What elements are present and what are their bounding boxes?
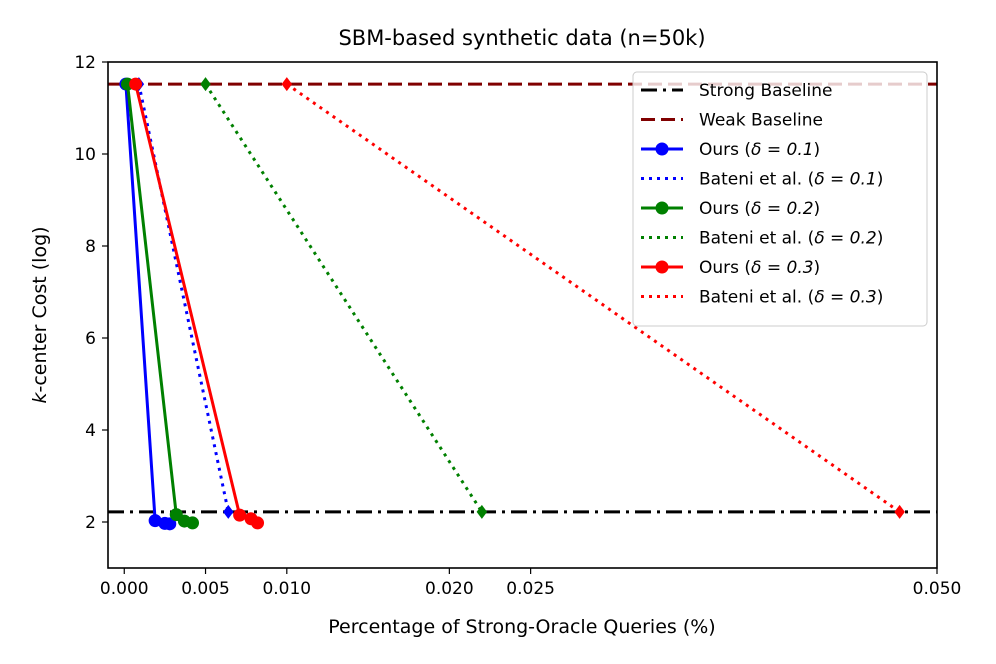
legend-label-5: Bateni et al. (δ = 0.2)	[699, 229, 883, 249]
legend-label-end-2: )	[814, 140, 821, 160]
legend-label-end-6: )	[814, 258, 821, 278]
series-5-point-1	[894, 504, 905, 519]
y-axis-label-italic: k	[29, 392, 51, 404]
x-tick-label-2: 0.010	[262, 579, 311, 599]
plot-frame	[107, 61, 938, 569]
legend-label-math-2: δ = 0.1	[751, 140, 814, 160]
legend-label-math-6: δ = 0.3	[751, 258, 814, 278]
series-2-point-3	[186, 516, 200, 530]
y-axis: 2 4 6 8 10 12	[74, 53, 108, 533]
legend-label-0: Strong Baseline	[699, 81, 833, 101]
legend-label-end-4: )	[814, 199, 821, 219]
x-tick-label-0: 0.000	[100, 579, 149, 599]
x-axis: 0.000 0.005 0.010 0.020 0.025 0.050	[100, 568, 961, 599]
series-line-3	[204, 83, 484, 513]
y-tick-label-0: 2	[85, 513, 96, 533]
legend-marker-4	[655, 201, 669, 215]
legend-label-text-4: Ours (	[699, 199, 751, 219]
legend-label-text-5: Bateni et al. (	[699, 229, 814, 249]
y-tick-label-5: 12	[74, 53, 96, 73]
chart-title: SBM-based synthetic data (n=50k)	[338, 26, 705, 50]
x-tick-label-5: 0.050	[913, 579, 962, 599]
series-4-point-3	[251, 516, 265, 530]
x-tick-label-1: 0.005	[181, 579, 230, 599]
y-tick-label-1: 4	[85, 421, 96, 441]
legend-label-math-7: δ = 0.3	[814, 288, 877, 308]
y-axis-label-rest: -center Cost (log)	[29, 226, 51, 392]
legend-label-math-5: δ = 0.2	[814, 229, 877, 249]
x-tick-label-3: 0.020	[425, 579, 474, 599]
y-tick-label-3: 8	[85, 237, 96, 257]
legend-label-1: Weak Baseline	[699, 111, 823, 131]
series-0-point-1	[148, 514, 162, 528]
legend-label-2: Ours (δ = 0.1)	[699, 140, 820, 160]
y-tick-label-4: 10	[74, 145, 96, 165]
legend-label-text-7: Bateni et al. (	[699, 288, 814, 308]
x-axis-label: Percentage of Strong-Oracle Queries (%)	[328, 616, 715, 638]
series-5-point-0	[281, 77, 293, 92]
legend-label-3: Bateni et al. (δ = 0.1)	[699, 170, 883, 190]
series-3-point-1	[476, 504, 488, 519]
legend-label-6: Ours (δ = 0.3)	[699, 258, 820, 278]
series-4-point-1	[233, 508, 247, 522]
legend-label-text-6: Ours (	[699, 258, 751, 278]
legend-label-end-5: )	[877, 229, 884, 249]
legend-box	[632, 71, 928, 327]
legend-marker-6	[655, 260, 669, 274]
series-4-point-0	[129, 77, 143, 91]
legend-label-end-7: )	[877, 288, 884, 308]
x-tick-label-4: 0.025	[506, 579, 555, 599]
legend-label-math-3: δ = 0.1	[814, 170, 877, 190]
legend-label-4: Ours (δ = 0.2)	[699, 199, 820, 219]
legend-label-7: Bateni et al. (δ = 0.3)	[699, 288, 883, 308]
legend-label-text-2: Ours (	[699, 140, 751, 160]
series-3-point-0	[200, 77, 211, 92]
series-0-point-3	[163, 517, 177, 531]
y-axis-label: k-center Cost (log)	[29, 226, 51, 403]
legend-label-math-4: δ = 0.2	[751, 199, 814, 219]
legend-label-text-3: Bateni et al. (	[699, 170, 814, 190]
legend-marker-2	[655, 142, 669, 156]
legend-label-end-3: )	[877, 170, 884, 190]
series-1-point-1	[223, 504, 234, 519]
y-tick-label-2: 6	[85, 329, 96, 349]
